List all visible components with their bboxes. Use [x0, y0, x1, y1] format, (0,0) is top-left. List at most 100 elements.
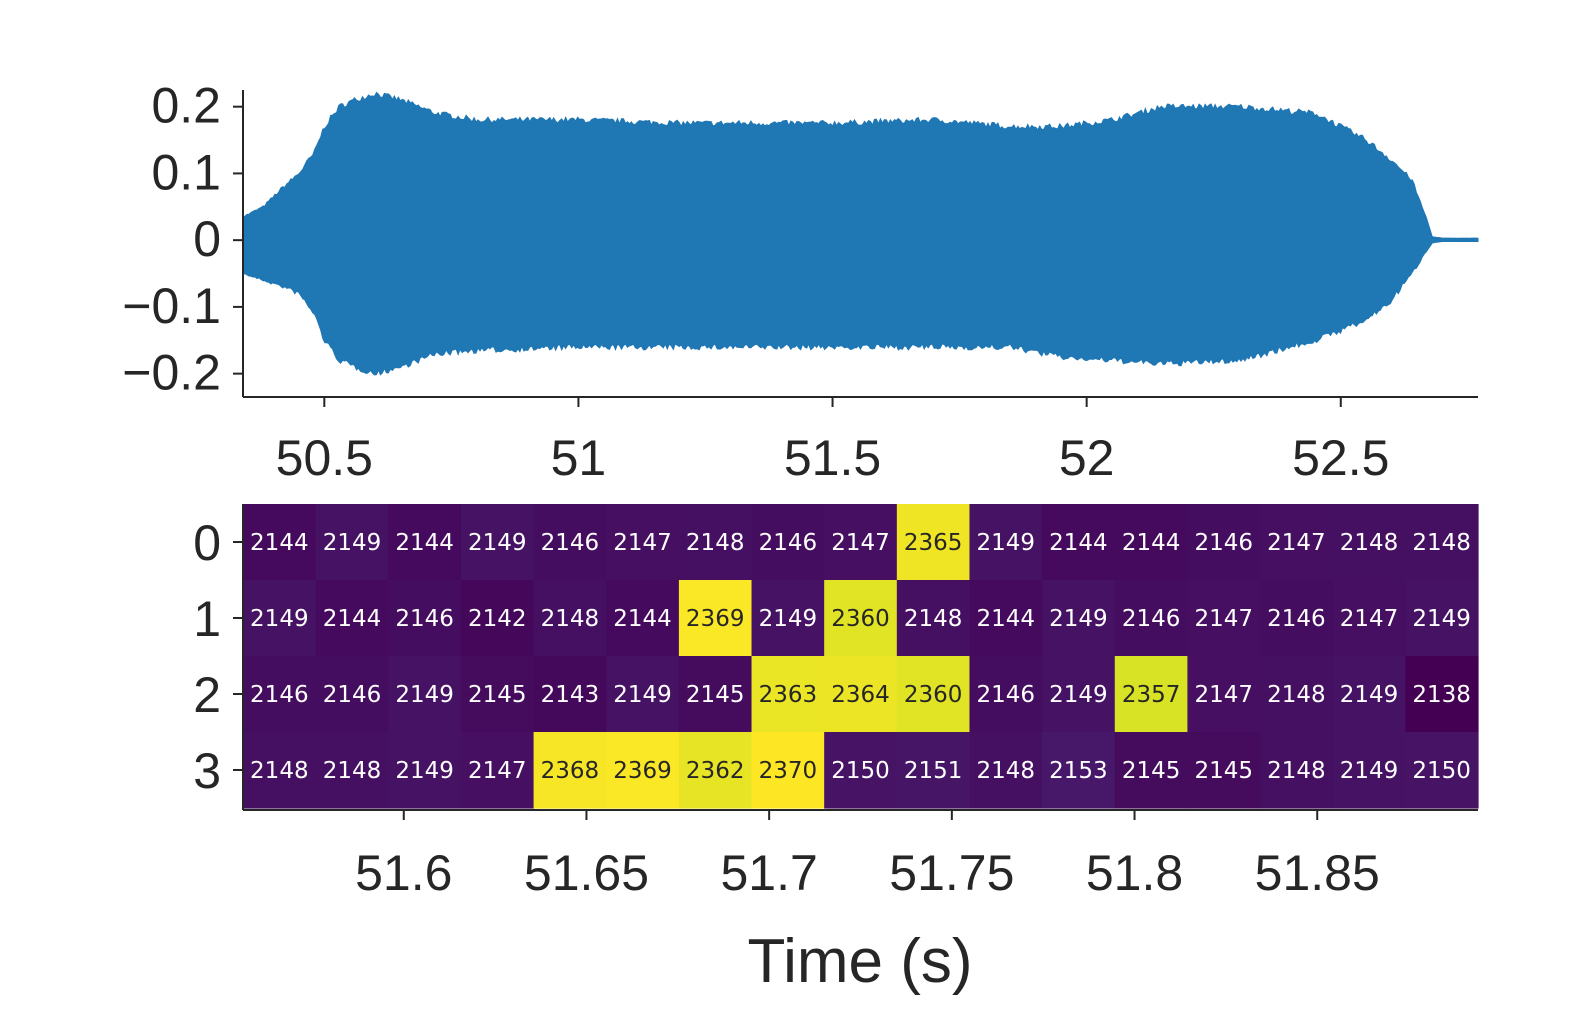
- heatmap-cell: [315, 580, 389, 657]
- heatmap-cell: [388, 656, 462, 733]
- waveform-x-tick-label: 51.5: [784, 430, 881, 486]
- heatmap-cell-value: 2147: [1340, 606, 1399, 632]
- heatmap-cell: [1114, 732, 1189, 809]
- heatmap-cell: [1260, 732, 1334, 809]
- heatmap-cell-value: 2148: [1267, 682, 1326, 708]
- heatmap-cell: [1405, 732, 1479, 809]
- heatmap-cell-value: 2144: [1049, 530, 1108, 556]
- heatmap-cell: [896, 504, 971, 581]
- heatmap-cell-value: 2149: [395, 758, 454, 784]
- heatmap-cell: [1187, 732, 1261, 809]
- heatmap-cell: [678, 504, 753, 581]
- heatmap-x-tick-label: 51.65: [524, 845, 649, 901]
- heatmap-cell-value: 2370: [759, 758, 818, 784]
- heatmap-cell: [1332, 580, 1406, 657]
- heatmap-cell: [969, 504, 1043, 581]
- heatmap-cell-value: 2144: [250, 530, 309, 556]
- heatmap-cell: [751, 656, 825, 733]
- heatmap-cell-value: 2363: [759, 682, 818, 708]
- heatmap-cell-value: 2365: [904, 530, 963, 556]
- heatmap-cell: [388, 732, 462, 809]
- heatmap-cell-value: 2147: [1267, 530, 1326, 556]
- heatmap-cell: [1405, 580, 1479, 657]
- heatmap-cell-value: 2369: [613, 758, 672, 784]
- heatmap-cell-value: 2150: [1412, 758, 1471, 784]
- heatmap-cell-value: 2147: [468, 758, 527, 784]
- heatmap-cell: [896, 732, 971, 809]
- heatmap-cell-value: 2144: [977, 606, 1036, 632]
- heatmap-cell-value: 2149: [468, 530, 527, 556]
- heatmap-y-tick-label: 3: [193, 743, 221, 799]
- heatmap-cell-value: 2148: [904, 606, 963, 632]
- heatmap-cell-value: 2145: [1194, 758, 1253, 784]
- heatmap-cell: [751, 732, 825, 809]
- heatmap-y-tick-label: 1: [193, 591, 221, 647]
- heatmap-cell-value: 2148: [250, 758, 309, 784]
- heatmap-cell-value: 2360: [904, 682, 963, 708]
- heatmap-x-tick-label: 51.6: [355, 845, 452, 901]
- waveform-y-tick-label: −0.1: [122, 278, 221, 334]
- heatmap-cell-value: 2144: [395, 530, 454, 556]
- heatmap-plot: 2144 2149 2144 2149 2146 2147 2148 2146 2147 2365…: [193, 504, 1479, 996]
- heatmap-cell: [1042, 580, 1116, 657]
- heatmap-cell: [1260, 656, 1334, 733]
- heatmap-cell-value: 2149: [323, 530, 382, 556]
- heatmap-cell: [315, 732, 389, 809]
- heatmap-cell: [606, 656, 680, 733]
- heatmap-cell-value: 2143: [541, 682, 600, 708]
- heatmap-cell-value: 2148: [977, 758, 1036, 784]
- heatmap-cell-value: 2146: [977, 682, 1036, 708]
- heatmap-cell: [969, 732, 1043, 809]
- heatmap-cell: [1114, 656, 1189, 733]
- heatmap-cell: [969, 580, 1043, 657]
- heatmap-cell: [243, 580, 317, 657]
- heatmap-cell-value: 2151: [904, 758, 963, 784]
- heatmap-cell-value: 2144: [1122, 530, 1181, 556]
- heatmap-cell-value: 2149: [1340, 758, 1399, 784]
- waveform-y-tick-label: −0.2: [122, 345, 221, 401]
- heatmap-cell: [460, 656, 535, 733]
- heatmap-cell: [1042, 732, 1116, 809]
- waveform-y-tick-label: 0.2: [151, 78, 221, 134]
- heatmap-cell-value: 2146: [1194, 530, 1253, 556]
- heatmap-cell: [460, 732, 535, 809]
- heatmap-cell: [896, 580, 971, 657]
- heatmap-cell-value: 2360: [831, 606, 890, 632]
- heatmap-cell-value: 2146: [541, 530, 600, 556]
- heatmap-cell: [969, 656, 1043, 733]
- heatmap-cell-value: 2144: [323, 606, 382, 632]
- waveform-x-tick-label: 50.5: [276, 430, 373, 486]
- heatmap-y-tick-label: 2: [193, 667, 221, 723]
- heatmap-cell-value: 2149: [1049, 606, 1108, 632]
- heatmap-cell: [678, 656, 753, 733]
- heatmap-cell-value: 2149: [1340, 682, 1399, 708]
- heatmap-cell-value: 2148: [323, 758, 382, 784]
- heatmap-cell-value: 2147: [1194, 606, 1253, 632]
- heatmap-cell: [751, 580, 825, 657]
- heatmap-cell-value: 2144: [613, 606, 672, 632]
- heatmap-cell: [606, 732, 680, 809]
- heatmap-cell: [460, 504, 535, 581]
- heatmap-cell: [1042, 656, 1116, 733]
- heatmap-cell-value: 2148: [1412, 530, 1471, 556]
- heatmap-cell: [388, 580, 462, 657]
- heatmap-cell: [678, 732, 753, 809]
- heatmap-cell-value: 2147: [1194, 682, 1253, 708]
- heatmap-cell: [1405, 504, 1479, 581]
- waveform-series: [242, 91, 1479, 376]
- heatmap-y-tick-label: 0: [193, 515, 221, 571]
- heatmap-cell: [678, 580, 753, 657]
- heatmap-cell: [1187, 580, 1261, 657]
- heatmap-cell: [243, 504, 317, 581]
- heatmap-cell-value: 2149: [977, 530, 1036, 556]
- heatmap-cell-value: 2149: [395, 682, 454, 708]
- waveform-x-tick-label: 51: [551, 430, 607, 486]
- heatmap-cell-value: 2149: [613, 682, 672, 708]
- heatmap-cell-value: 2364: [831, 682, 890, 708]
- heatmap-cell-value: 2357: [1122, 682, 1181, 708]
- heatmap-cell-value: 2149: [1049, 682, 1108, 708]
- heatmap-cell-value: 2142: [468, 606, 527, 632]
- heatmap-cell-value: 2146: [759, 530, 818, 556]
- heatmap-cell: [824, 656, 898, 733]
- heatmap-cell: [606, 504, 680, 581]
